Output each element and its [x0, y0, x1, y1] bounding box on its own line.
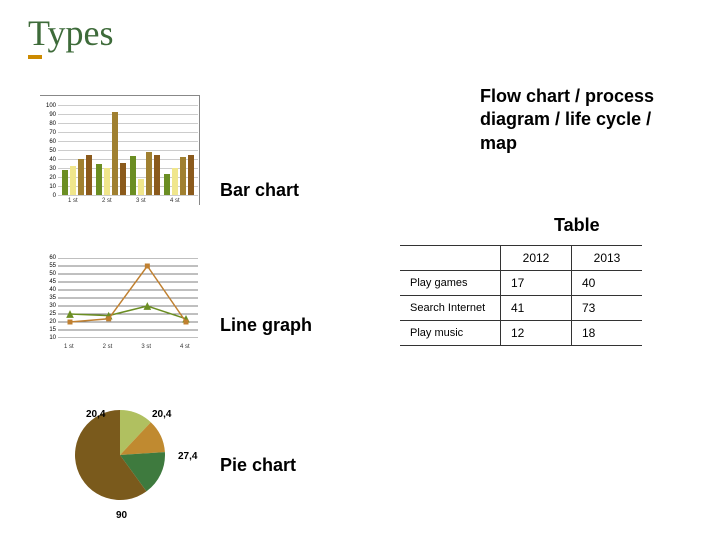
bar: [154, 155, 160, 196]
table-cell: 17: [501, 271, 572, 296]
line-ytick: 30: [42, 303, 56, 309]
line-ytick: 15: [42, 327, 56, 333]
line-ytick: 50: [42, 271, 56, 277]
bar-ytick: 0: [42, 193, 56, 199]
bar-ytick: 10: [42, 184, 56, 190]
slide-title: Types: [28, 12, 113, 54]
line-ytick: 45: [42, 279, 56, 285]
table-cell: 12: [501, 321, 572, 346]
pie-slice-label: 20,4: [152, 409, 171, 420]
line-ytick: 35: [42, 295, 56, 301]
bar: [112, 112, 118, 195]
bar: [180, 157, 186, 195]
bar: [130, 156, 136, 195]
pie-slice-label: 27,4: [178, 451, 197, 462]
line-ytick: 10: [42, 335, 56, 341]
line-ytick: 20: [42, 319, 56, 325]
bar: [146, 152, 152, 195]
flow-chart-label: Flow chart / process diagram / life cycl…: [480, 85, 690, 155]
bar-ytick: 80: [42, 121, 56, 127]
bar: [70, 166, 76, 195]
table-cell: Play games: [400, 271, 501, 296]
bar: [96, 164, 102, 196]
bar-chart-label: Bar chart: [220, 180, 299, 201]
bar: [188, 155, 194, 196]
table-header: 2012: [501, 246, 572, 271]
table-cell: 40: [572, 271, 643, 296]
line-chart: 10 15 20 25 30 35 40 45 50 55 60 1 st 2 st 3 st 4 st: [40, 252, 200, 357]
bar: [62, 170, 68, 195]
bar: [120, 163, 126, 195]
table-cell: 41: [501, 296, 572, 321]
table-cell: 18: [572, 321, 643, 346]
bar: [86, 155, 92, 196]
bar-xlabel: 3 st: [136, 198, 146, 204]
bar-ytick: 60: [42, 139, 56, 145]
bar-chart: 0 10 20 30 40 50 60 70 80 90 100 1 st 2 st 3 st 4 st: [40, 95, 200, 205]
line-ytick: 60: [42, 255, 56, 261]
line-graph-label: Line graph: [220, 315, 312, 336]
table-header: [400, 246, 501, 271]
table-row: Play music1218: [400, 321, 642, 346]
table-cell: Search Internet: [400, 296, 501, 321]
bar-ytick: 30: [42, 166, 56, 172]
table-header: 2013: [572, 246, 643, 271]
bar-ytick: 50: [42, 148, 56, 154]
bar: [138, 179, 144, 195]
bar-xlabel: 1 st: [68, 198, 78, 204]
pie-slice-label: 90: [116, 510, 127, 521]
line-ytick: 55: [42, 263, 56, 269]
bar: [172, 168, 178, 195]
line-xlabel: 4 st: [180, 344, 190, 350]
pie-slice-label: 20,4: [86, 409, 105, 420]
line-xlabel: 2 st: [103, 344, 113, 350]
bar-ytick: 40: [42, 157, 56, 163]
line-ytick: 40: [42, 287, 56, 293]
table-cell: 73: [572, 296, 643, 321]
pie-chart: 20,420,427,490: [50, 395, 200, 515]
bar: [164, 174, 170, 195]
bar-ytick: 20: [42, 175, 56, 181]
bar-xlabel: 2 st: [102, 198, 112, 204]
bar-xlabel: 4 st: [170, 198, 180, 204]
table-row: Search Internet4173: [400, 296, 642, 321]
table-label: Table: [554, 215, 600, 236]
line-xlabel: 1 st: [64, 344, 74, 350]
data-table: 20122013Play games1740Search Internet417…: [400, 245, 642, 346]
bar-ytick: 70: [42, 130, 56, 136]
line-xlabel: 3 st: [141, 344, 151, 350]
bar: [104, 168, 110, 195]
bar-ytick: 100: [42, 103, 56, 109]
bar-ytick: 90: [42, 112, 56, 118]
table-row: Play games1740: [400, 271, 642, 296]
pie-chart-label: Pie chart: [220, 455, 296, 476]
bar: [78, 159, 84, 195]
line-ytick: 25: [42, 311, 56, 317]
title-accent: [28, 55, 42, 59]
table-cell: Play music: [400, 321, 501, 346]
